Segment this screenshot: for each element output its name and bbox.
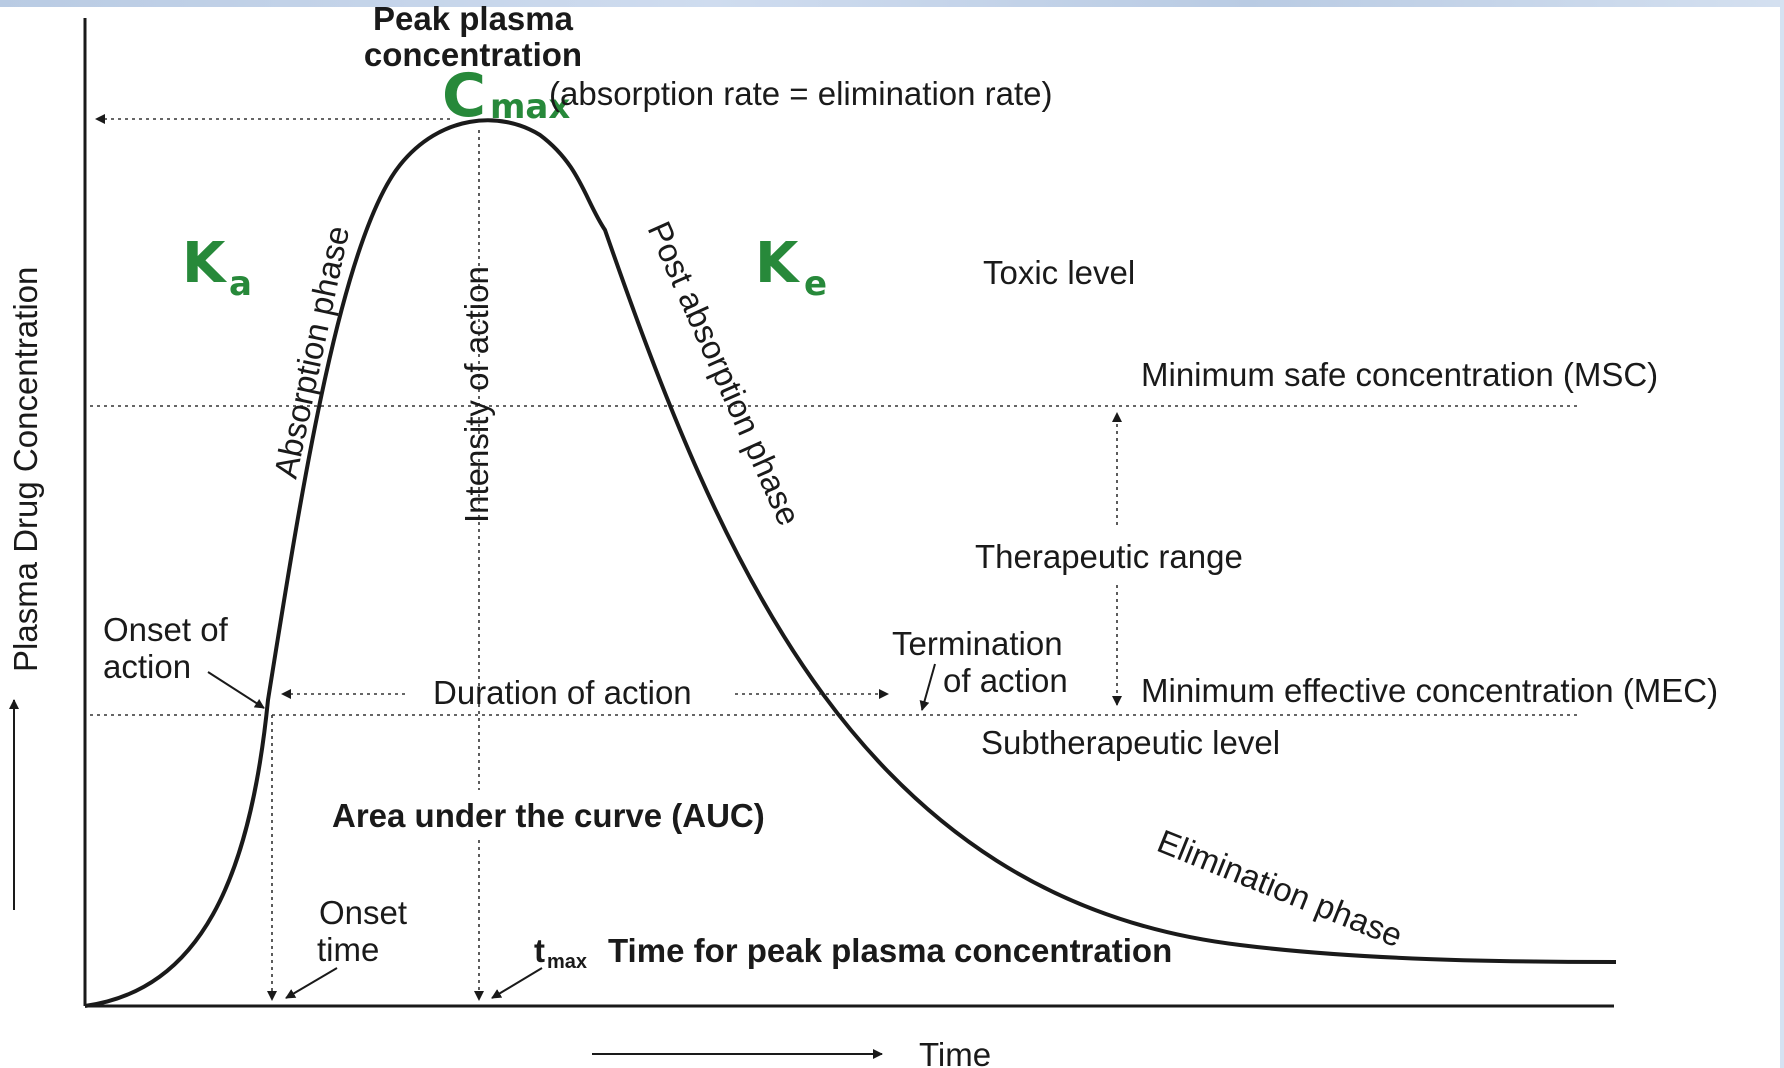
therapeutic-range-label: Therapeutic range: [975, 538, 1243, 575]
top-border-band: [0, 0, 1784, 7]
msc-label: Minimum safe concentration (MSC): [1141, 356, 1658, 393]
onset-action-pointer: [207, 671, 265, 709]
ka-subscript: a: [229, 264, 252, 304]
tmax-subscript: max: [547, 951, 587, 973]
peak-label-line2: concentration: [364, 36, 582, 73]
termination-pointer: [919, 663, 936, 711]
x-axis-label: Time: [919, 1036, 991, 1068]
onset-time-label-line2: time: [317, 931, 379, 968]
onset-time-label-line1: Onset: [319, 894, 407, 931]
tmax-pointer: [491, 967, 543, 999]
y-axis-label: Plasma Drug Concentration: [7, 267, 44, 672]
termination-label-line1: Termination: [892, 625, 1063, 662]
onset-action-label-line1: Onset of: [103, 611, 229, 648]
tmax-symbol: t: [534, 932, 545, 969]
toxic-level-label: Toxic level: [983, 254, 1135, 291]
mec-label: Minimum effective concentration (MEC): [1141, 672, 1718, 709]
onset-action-label-line2: action: [103, 648, 191, 685]
peak-label-line1: Peak plasma: [373, 0, 574, 37]
ke-subscript: e: [804, 264, 827, 304]
ke-symbol: K: [755, 231, 801, 296]
ka-symbol: K: [182, 231, 228, 296]
auc-label: Area under the curve (AUC): [332, 797, 765, 834]
elimination-phase-label: Elimination phase: [1152, 822, 1407, 954]
intensity-of-action-label: Intensity of action: [458, 266, 495, 523]
cmax-note: (absorption rate = elimination rate): [549, 75, 1053, 112]
subtherapeutic-label: Subtherapeutic level: [981, 724, 1280, 761]
cmax-subscript: max: [490, 87, 570, 127]
tmax-label: Time for peak plasma concentration: [608, 932, 1172, 969]
termination-label-line2: of action: [943, 662, 1068, 699]
duration-of-action-label: Duration of action: [433, 674, 692, 711]
right-border-band: [1780, 0, 1784, 1068]
plasma-concentration-curve: [84, 118, 1617, 1008]
onset-time-pointer: [285, 967, 338, 999]
cmax-symbol: C: [442, 61, 486, 131]
